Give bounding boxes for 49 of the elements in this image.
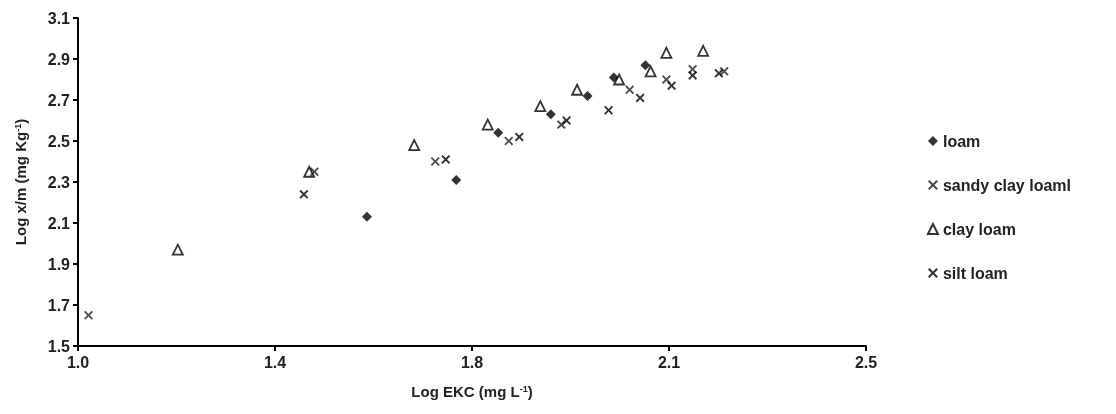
point — [408, 139, 421, 151]
point — [613, 73, 625, 86]
point — [688, 70, 698, 80]
point — [514, 132, 524, 142]
legend-label: sandy clay loaml — [942, 176, 1071, 194]
y-tick-label: 2.5 — [47, 132, 71, 150]
point — [608, 72, 619, 83]
point — [625, 85, 635, 95]
point — [697, 44, 710, 57]
point — [714, 68, 724, 78]
legend-label: silt loam — [942, 264, 1008, 282]
point — [545, 109, 556, 120]
point — [493, 127, 504, 138]
point — [571, 83, 583, 96]
point — [299, 189, 309, 199]
y-tick-label: 1.5 — [47, 337, 71, 355]
legend-label: loam — [942, 132, 981, 150]
point — [661, 75, 671, 84]
x-tick-label: 1.8 — [460, 353, 484, 371]
point — [361, 211, 372, 222]
y-tick-label: 2.9 — [47, 50, 71, 68]
x-tick-label: 1.0 — [66, 353, 90, 371]
y-tick-label: 2.3 — [47, 173, 71, 191]
x-tick-label: 1.4 — [263, 353, 287, 371]
point — [451, 174, 462, 185]
point — [430, 157, 440, 166]
y-tick-label: 2.7 — [47, 91, 71, 109]
legend-label: clay loam — [942, 220, 1016, 238]
point — [640, 60, 651, 71]
point — [171, 243, 184, 256]
point — [504, 136, 514, 146]
point — [660, 46, 673, 59]
y-tick-label: 1.9 — [47, 255, 71, 273]
point — [481, 118, 494, 131]
point — [604, 105, 614, 115]
point — [441, 154, 451, 164]
point — [534, 100, 547, 113]
point — [562, 116, 572, 125]
point — [309, 167, 319, 177]
point — [644, 65, 657, 78]
point — [635, 93, 645, 103]
x-tick-label: 2.1 — [657, 353, 681, 371]
point — [667, 81, 677, 91]
y-tick-label: 1.7 — [47, 296, 71, 314]
point — [84, 310, 94, 320]
point — [582, 90, 593, 101]
y-tick-label: 2.1 — [47, 214, 71, 232]
y-tick-label: 3.1 — [47, 9, 71, 27]
x-tick-label: 2.5 — [854, 353, 878, 371]
